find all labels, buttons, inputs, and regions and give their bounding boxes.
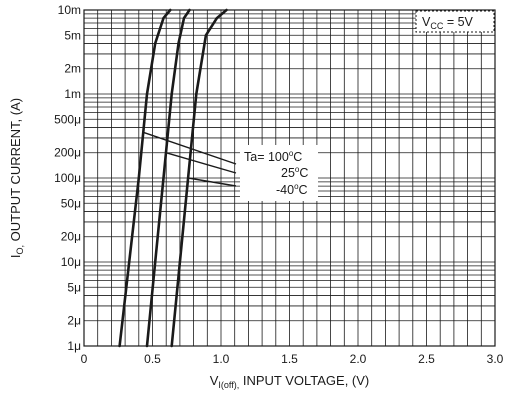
- series-line: [145, 8, 191, 348]
- x-tick-label: 1.0: [213, 352, 230, 366]
- series-line: [118, 8, 172, 348]
- y-tick-label: 10m: [58, 3, 81, 17]
- plot-frame: [83, 9, 496, 347]
- temperature-label-minus40c: -40oC: [276, 182, 308, 197]
- y-tick-labels: 1μ 2μ 5μ 10μ 20μ 50μ 100μ 200μ 500μ 1m 2m 5m 10m: [54, 3, 81, 353]
- y-tick-label: 2m: [64, 62, 81, 76]
- y-axis-title: IO, OUTPUT CURRENT, (A): [8, 98, 25, 258]
- annotation-leader-line: [165, 152, 237, 174]
- annotation-leader-line: [188, 177, 237, 187]
- x-tick-label: 2.5: [418, 352, 435, 366]
- x-tick-labels: 0 0.5 1.0 1.5 2.0 2.5 3.0: [81, 352, 504, 366]
- vcc-annotation-box: [415, 10, 495, 33]
- x-tick-label: 2.0: [350, 352, 367, 366]
- annotation-leaders: [143, 131, 237, 187]
- y-tick-label: 5m: [64, 28, 81, 42]
- y-tick-label: 5μ: [67, 280, 81, 294]
- y-tick-label: 2μ: [67, 314, 81, 328]
- x-tick-label: 0: [81, 352, 88, 366]
- x-axis-title: VI(off), INPUT VOLTAGE, (V): [210, 373, 370, 390]
- y-tick-label: 200μ: [54, 146, 81, 160]
- x-tick-label: 0.5: [144, 352, 161, 366]
- annotation-leader-line: [143, 131, 237, 165]
- x-tick-label: 3.0: [487, 352, 504, 366]
- y-tick-label: 10μ: [61, 255, 81, 269]
- temperature-label-25c: 25oC: [281, 165, 308, 180]
- y-tick-label: 500μ: [54, 112, 81, 126]
- x-tick-label: 1.5: [281, 352, 298, 366]
- y-tick-label: 100μ: [54, 171, 81, 185]
- temperature-annotation-box: [240, 145, 318, 201]
- y-tick-label: 20μ: [61, 230, 81, 244]
- temperature-label-100c: Ta= 100oC: [244, 149, 302, 164]
- y-tick-label: 1m: [64, 87, 81, 101]
- curves: [118, 8, 228, 348]
- vcc-annotation: VCC = 5V: [422, 15, 474, 31]
- series-line: [170, 8, 228, 348]
- y-tick-label: 50μ: [61, 196, 81, 210]
- y-tick-label: 1μ: [67, 339, 81, 353]
